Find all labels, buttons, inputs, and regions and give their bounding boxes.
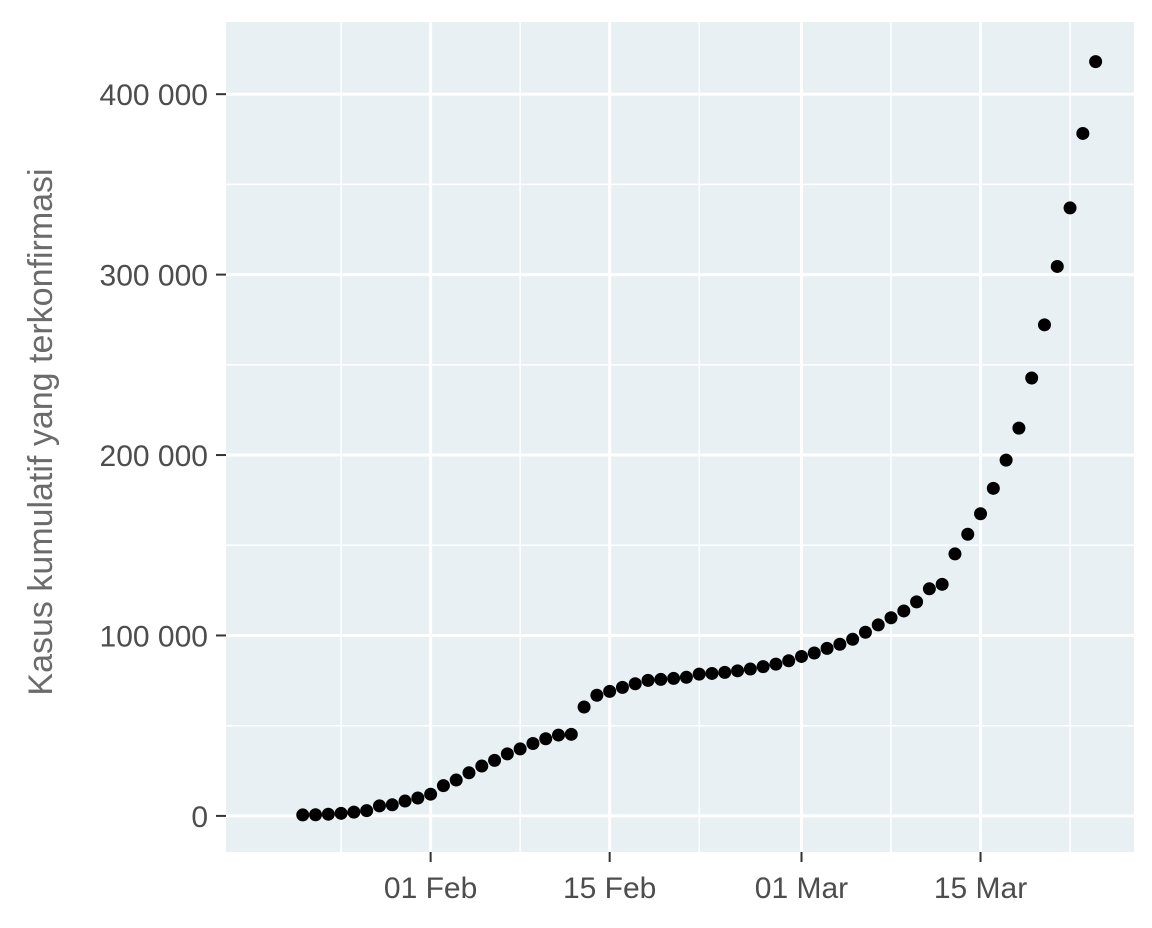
data-point <box>654 672 668 686</box>
data-point <box>833 637 847 651</box>
data-point <box>974 507 988 521</box>
data-point <box>1037 318 1051 332</box>
data-point <box>628 677 642 691</box>
data-point <box>1063 201 1077 215</box>
data-point <box>552 728 566 742</box>
data-points <box>296 55 1103 822</box>
y-tick-label: 0 <box>191 801 208 834</box>
data-point <box>526 736 540 750</box>
data-point <box>347 805 361 819</box>
data-point <box>756 660 770 674</box>
data-point <box>488 753 502 767</box>
data-point <box>692 667 706 681</box>
data-point <box>615 680 629 694</box>
data-point <box>999 453 1013 467</box>
data-point <box>718 665 732 679</box>
data-point <box>500 747 514 761</box>
data-point <box>475 759 489 773</box>
data-point <box>858 625 872 639</box>
data-point <box>424 787 438 801</box>
x-tick-label: 01 Mar <box>755 872 848 905</box>
data-point <box>564 727 578 741</box>
data-point <box>731 664 745 678</box>
data-point <box>385 798 399 812</box>
data-point <box>334 806 348 820</box>
data-point <box>961 527 975 541</box>
data-point <box>922 582 936 596</box>
data-point <box>1025 371 1039 385</box>
data-point <box>462 766 476 780</box>
data-point <box>871 618 885 632</box>
data-point <box>309 808 323 822</box>
x-tick-label: 15 Mar <box>934 872 1027 905</box>
data-point <box>449 773 463 787</box>
data-point <box>935 577 949 591</box>
data-point <box>705 666 719 680</box>
data-point <box>897 604 911 618</box>
data-point <box>577 700 591 714</box>
data-point <box>807 646 821 660</box>
data-point <box>372 799 386 813</box>
x-tick-label: 01 Feb <box>384 872 477 905</box>
x-axis: 01 Feb 15 Feb 01 Mar 15 Mar <box>384 852 1027 905</box>
data-point <box>986 481 1000 495</box>
y-axis-title: Kasus kumulatif yang terkonfirmasi <box>22 168 60 695</box>
data-point <box>820 641 834 655</box>
data-point <box>641 673 655 687</box>
data-point <box>1050 259 1064 273</box>
data-point <box>679 670 693 684</box>
data-point <box>846 632 860 646</box>
data-point <box>1076 126 1090 140</box>
y-tick-label: 200 000 <box>100 440 208 473</box>
data-point <box>411 791 425 805</box>
plot-panel <box>226 22 1134 852</box>
data-point <box>590 688 604 702</box>
data-point <box>884 611 898 625</box>
minor-gridlines <box>226 22 1134 852</box>
y-tick-label: 400 000 <box>100 79 208 112</box>
data-point <box>667 671 681 685</box>
data-point <box>296 808 310 822</box>
data-point <box>436 779 450 793</box>
data-point <box>1012 421 1026 435</box>
data-point <box>769 657 783 671</box>
major-gridlines <box>226 22 1134 852</box>
data-point <box>360 804 374 818</box>
y-axis: 0 100 000 200 000 300 000 400 000 <box>100 79 226 834</box>
data-point <box>910 595 924 609</box>
data-point <box>1089 55 1103 69</box>
data-point <box>513 742 527 756</box>
data-point <box>603 684 617 698</box>
data-point <box>398 794 412 808</box>
data-point <box>539 732 553 746</box>
data-point <box>794 649 808 663</box>
data-point <box>948 547 962 561</box>
x-tick-label: 15 Feb <box>563 872 656 905</box>
data-point <box>782 654 796 668</box>
data-point <box>743 662 757 676</box>
y-tick-label: 100 000 <box>100 620 208 653</box>
data-point <box>321 807 335 821</box>
y-tick-label: 300 000 <box>100 260 208 293</box>
